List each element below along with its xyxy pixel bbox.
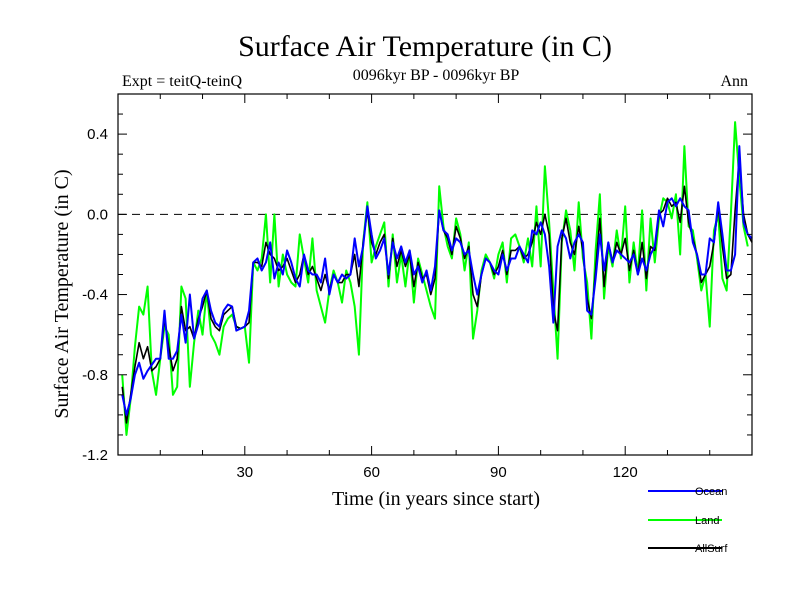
chart-title: Surface Air Temperature (in C) [238,30,612,63]
y-tick-label: -1.2 [82,447,108,464]
plot-area: 30 60 90 120 -1.2 -0.8 -0.4 0.0 0.4 [82,93,753,481]
x-tick-label: 30 [236,464,253,481]
series-line-ocean [121,145,753,416]
legend-label-allsurf: AllSurf [695,543,728,555]
series-line-allsurf [121,157,753,424]
y-axis-label: Surface Air Temperature (in C) [51,169,73,418]
legend: Ocean Land AllSurf [648,486,728,555]
x-axis-label: Time (in years since start) [332,488,540,510]
y-tick-label: 0.0 [87,206,108,223]
x-tick-label: 60 [363,464,380,481]
y-tick-label: -0.8 [82,367,108,384]
x-tick-label: 90 [490,464,507,481]
y-tick-label: -0.4 [82,287,108,304]
legend-label-land: Land [695,515,719,527]
experiment-label: Expt = teitQ-teinQ [122,73,243,90]
y-tick-label: 0.4 [87,126,108,143]
period-label: 0096kyr BP - 0096kyr BP [353,67,520,84]
x-tick-label: 120 [613,464,638,481]
legend-label-ocean: Ocean [695,486,727,498]
season-label: Ann [720,73,748,90]
series-line-land [121,121,749,436]
